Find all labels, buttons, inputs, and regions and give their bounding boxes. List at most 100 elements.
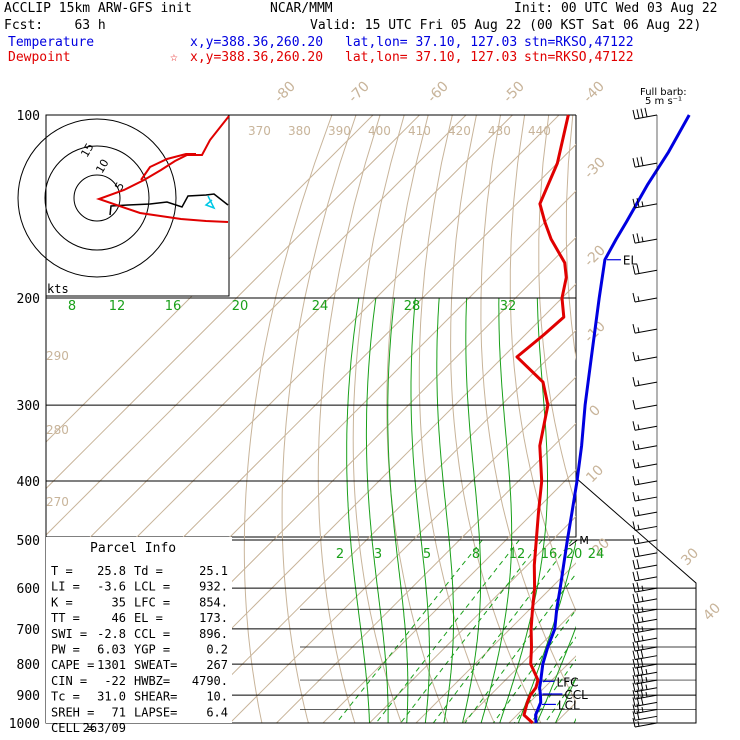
mixing-ratio-line <box>432 539 573 723</box>
parcel-key: YGP = <box>134 643 170 657</box>
wind-barb-flag <box>644 107 648 118</box>
wind-barb-flag <box>636 703 640 713</box>
wind-barb-flag <box>632 604 636 614</box>
moist-adiabat-line <box>536 625 576 723</box>
theta-label: 280 <box>46 423 69 437</box>
parcel-value: 31.0 <box>97 690 126 704</box>
dry-adiabat-line <box>717 115 740 723</box>
hodograph-trace-red <box>95 115 230 223</box>
wind-barb-flag <box>636 233 640 243</box>
wind-barb-staff <box>634 404 658 410</box>
dry-adiabat-line <box>619 115 740 723</box>
wind-barb-half-flag <box>645 684 648 690</box>
wind-barb-half-flag <box>645 669 648 675</box>
dry-adiabat-line <box>281 115 357 723</box>
parcel-value: 35 <box>112 595 126 609</box>
isotherm-line <box>649 115 740 723</box>
parcel-key: SWEAT= <box>134 658 177 672</box>
wind-barb-half-flag <box>637 443 640 450</box>
isotherm-line <box>229 376 576 723</box>
parcel-key: K = <box>51 595 73 609</box>
parcel-key: SWI = <box>51 627 87 641</box>
isotherm-label: -50 <box>500 78 527 105</box>
wind-barb-half-flag <box>641 644 644 650</box>
wind-barb-half-flag <box>637 355 640 361</box>
mixing-ratio-label: 32 <box>500 299 517 314</box>
wind-barb-half-flag <box>637 380 640 386</box>
parcel-key: TT = <box>51 611 80 625</box>
parcel-value: 6.4 <box>206 705 228 719</box>
mixing-ratio-label: 2 <box>336 547 344 562</box>
parcel-key: LFC = <box>134 595 170 609</box>
theta-label: 440 <box>528 124 551 138</box>
wind-barb-flag <box>636 623 640 633</box>
pressure-tick-label: 600 <box>17 582 40 597</box>
moist-adiabat-line <box>517 539 576 723</box>
parcel-key: LCL = <box>134 580 170 594</box>
parcel-key: EL = <box>134 611 163 625</box>
init-time: Init: 00 UTC Wed 03 Aug 22 <box>514 1 718 16</box>
isotherm-line <box>276 422 576 723</box>
wind-barb-flag <box>632 583 636 593</box>
wind-barb-column: Full barb:5 m s⁻¹ <box>632 87 687 728</box>
wind-barb-half-flag <box>637 479 640 485</box>
parcel-value: 267 <box>206 658 228 672</box>
el-label: EL <box>623 254 638 268</box>
isotherm-label: 30 <box>678 545 702 569</box>
parcel-key: CCL = <box>134 627 170 641</box>
mixed-layer-tick <box>569 539 578 547</box>
wind-barb-flag <box>632 377 636 387</box>
parcel-value: 6.03 <box>97 643 126 657</box>
mixing-ratio-line <box>492 609 576 723</box>
mixing-ratio-label: 12 <box>509 547 526 562</box>
wind-barb-flag <box>636 157 640 167</box>
hodograph-ring <box>17 118 177 278</box>
pressure-tick-label: 700 <box>17 623 40 638</box>
wind-barb-flag <box>632 399 636 410</box>
parcel-value: 932. <box>199 580 228 594</box>
parcel-key: SHEAR= <box>134 690 177 704</box>
theta-label: 370 <box>248 124 271 138</box>
isotherm-line <box>602 115 740 723</box>
wind-barb-flag <box>632 623 636 633</box>
mixing-ratio-label: 5 <box>423 547 431 562</box>
wind-barb-flag <box>640 108 644 118</box>
wind-barb-half-flag <box>637 524 640 530</box>
wind-key-units: 5 m s⁻¹ <box>645 96 682 107</box>
wind-barb-flag <box>640 695 644 706</box>
temperature-latlon: lat,lon= 37.10, 127.03 <box>345 35 518 50</box>
isotherm-label: -80 <box>271 78 298 105</box>
wind-barb-flag <box>640 657 644 667</box>
parcel-panel-title: Parcel Info <box>90 541 176 556</box>
parcel-value: 25.1 <box>199 564 228 578</box>
wind-barb-flag <box>636 658 640 668</box>
isotherm-label: -30 <box>581 154 608 181</box>
wind-barb-flag <box>632 658 636 669</box>
dry-adiabat-line <box>669 115 740 723</box>
hodograph-trace-cyan <box>204 195 216 210</box>
parcel-value: 263/09 <box>83 721 126 735</box>
isotherm-line <box>183 329 576 723</box>
parcel-value: 173. <box>199 611 228 625</box>
pressure-tick-label: 1000 <box>9 717 40 732</box>
parcel-value: 0.2 <box>206 643 228 657</box>
wind-barb-flag <box>632 458 636 469</box>
wind-barb-flag <box>632 265 636 275</box>
mixing-ratio-label: 16 <box>541 547 558 562</box>
parcel-value: 10. <box>206 690 228 704</box>
wind-barb-half-flag <box>637 327 640 333</box>
mixing-ratio-label: 16 <box>165 299 182 314</box>
parcel-key: HWBZ= <box>134 674 170 688</box>
wind-barb-flag <box>632 440 636 450</box>
wind-barb-flag <box>632 667 636 677</box>
theta-label: 390 <box>328 124 351 138</box>
isotherm-line <box>46 115 374 443</box>
mixing-ratio-label: 20 <box>566 547 583 562</box>
dry-adiabat-line <box>509 115 576 613</box>
isotherm-line <box>46 115 420 490</box>
wind-barb-flag <box>636 547 640 557</box>
dry-adiabat-line <box>693 115 740 723</box>
wind-barb-half-flag <box>637 538 640 544</box>
wind-barb-flag <box>632 571 636 581</box>
wind-barb-half-flag <box>641 626 644 632</box>
